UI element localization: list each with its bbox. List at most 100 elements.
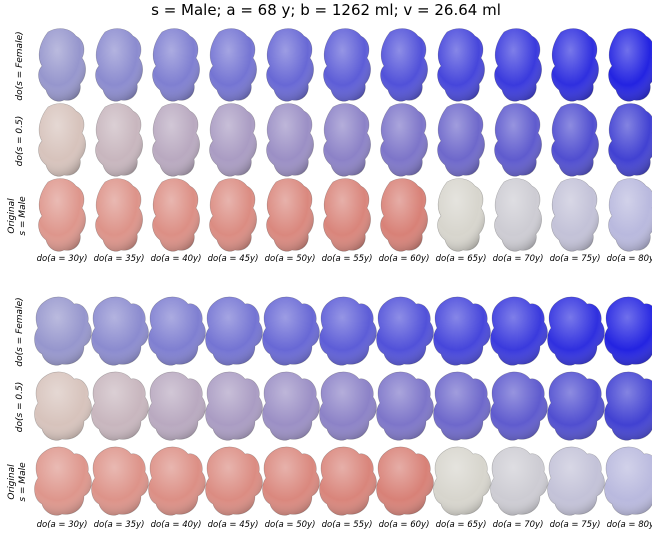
shape-render bbox=[39, 179, 86, 252]
column-label: do(a = 75y) bbox=[550, 254, 601, 264]
shape-render bbox=[548, 372, 605, 440]
shape-shading bbox=[39, 29, 86, 102]
shape-shading bbox=[92, 297, 149, 365]
shape-render bbox=[324, 104, 371, 177]
shape-render bbox=[552, 179, 599, 252]
column-label: do(a = 80y) bbox=[607, 520, 652, 530]
row-label-text: do(s = 0.5) bbox=[15, 382, 25, 433]
shape-shading bbox=[153, 29, 200, 102]
column-label: do(a = 70y) bbox=[493, 254, 544, 264]
shape-shading bbox=[438, 179, 485, 252]
row-label-text: s = Male bbox=[18, 462, 28, 502]
shape-render bbox=[548, 297, 605, 365]
shape-render bbox=[438, 179, 485, 252]
column-label: do(a = 75y) bbox=[550, 520, 601, 530]
shape-shading bbox=[39, 104, 86, 177]
shape-shading bbox=[324, 179, 371, 252]
shape-render bbox=[434, 372, 491, 440]
column-label: do(a = 80y) bbox=[607, 254, 652, 264]
shape-render bbox=[377, 447, 434, 515]
shape-render bbox=[263, 447, 320, 515]
shape-shading bbox=[324, 29, 371, 102]
row-label: do(s = Female) bbox=[15, 297, 25, 366]
shape-render bbox=[381, 29, 428, 102]
shape-shading bbox=[206, 297, 263, 365]
shape-shading bbox=[491, 372, 548, 440]
shape-render bbox=[605, 372, 652, 440]
shape-render bbox=[92, 297, 149, 365]
shape-shading bbox=[267, 104, 314, 177]
shape-shading bbox=[92, 372, 149, 440]
shape-shading bbox=[153, 104, 200, 177]
column-label: do(a = 65y) bbox=[436, 520, 487, 530]
shape-render bbox=[39, 104, 86, 177]
shape-render bbox=[609, 179, 652, 252]
column-label: do(a = 35y) bbox=[94, 254, 145, 264]
shape-shading bbox=[149, 372, 206, 440]
column-label: do(a = 40y) bbox=[151, 520, 202, 530]
row-label-text: s = Male bbox=[18, 196, 28, 236]
shape-render bbox=[267, 104, 314, 177]
column-label: do(a = 45y) bbox=[208, 520, 259, 530]
shape-render bbox=[210, 179, 257, 252]
shape-render bbox=[96, 179, 143, 252]
shape-render bbox=[35, 372, 92, 440]
shape-shading bbox=[96, 29, 143, 102]
shape-render bbox=[92, 447, 149, 515]
column-label: do(a = 30y) bbox=[37, 520, 88, 530]
shape-render bbox=[434, 297, 491, 365]
shape-render bbox=[92, 372, 149, 440]
shape-shading bbox=[605, 297, 652, 365]
column-label: do(a = 50y) bbox=[265, 254, 316, 264]
shape-shading bbox=[96, 104, 143, 177]
shape-render bbox=[548, 447, 605, 515]
shape-render bbox=[491, 372, 548, 440]
column-label: do(a = 60y) bbox=[379, 520, 430, 530]
shape-render bbox=[377, 372, 434, 440]
shape-shading bbox=[605, 372, 652, 440]
shape-shading bbox=[206, 372, 263, 440]
shape-render bbox=[153, 179, 200, 252]
column-label: do(a = 40y) bbox=[151, 254, 202, 264]
column-label: do(a = 45y) bbox=[208, 254, 259, 264]
shape-shading bbox=[35, 372, 92, 440]
shape-shading bbox=[438, 29, 485, 102]
shape-shading bbox=[548, 372, 605, 440]
shape-shading bbox=[263, 297, 320, 365]
shape-shading bbox=[149, 297, 206, 365]
shape-render bbox=[149, 372, 206, 440]
shape-render bbox=[153, 29, 200, 102]
column-label: do(a = 70y) bbox=[493, 520, 544, 530]
shape-shading bbox=[35, 297, 92, 365]
shape-shading bbox=[153, 179, 200, 252]
column-label: do(a = 60y) bbox=[379, 254, 430, 264]
shape-shading bbox=[605, 447, 652, 515]
shape-render bbox=[377, 297, 434, 365]
shape-render bbox=[491, 447, 548, 515]
column-label: do(a = 35y) bbox=[94, 520, 145, 530]
shape-render bbox=[495, 29, 542, 102]
figure-title: s = Male; a = 68 y; b = 1262 ml; v = 26.… bbox=[151, 1, 501, 19]
shape-render bbox=[320, 372, 377, 440]
shape-shading bbox=[609, 29, 652, 102]
shape-shading bbox=[263, 447, 320, 515]
shape-render bbox=[438, 29, 485, 102]
shape-shading bbox=[552, 179, 599, 252]
figure: s = Male; a = 68 y; b = 1262 ml; v = 26.… bbox=[0, 0, 652, 546]
shape-shading bbox=[263, 372, 320, 440]
shape-shading bbox=[377, 372, 434, 440]
shape-render bbox=[96, 29, 143, 102]
shape-render bbox=[438, 104, 485, 177]
shape-render bbox=[210, 104, 257, 177]
shape-render bbox=[605, 447, 652, 515]
shape-render bbox=[324, 29, 371, 102]
shape-shading bbox=[438, 104, 485, 177]
shape-shading bbox=[609, 179, 652, 252]
shape-shading bbox=[324, 104, 371, 177]
shape-shading bbox=[39, 179, 86, 252]
shape-shading bbox=[609, 104, 652, 177]
shape-render bbox=[324, 179, 371, 252]
shape-shading bbox=[434, 372, 491, 440]
shape-render bbox=[35, 447, 92, 515]
